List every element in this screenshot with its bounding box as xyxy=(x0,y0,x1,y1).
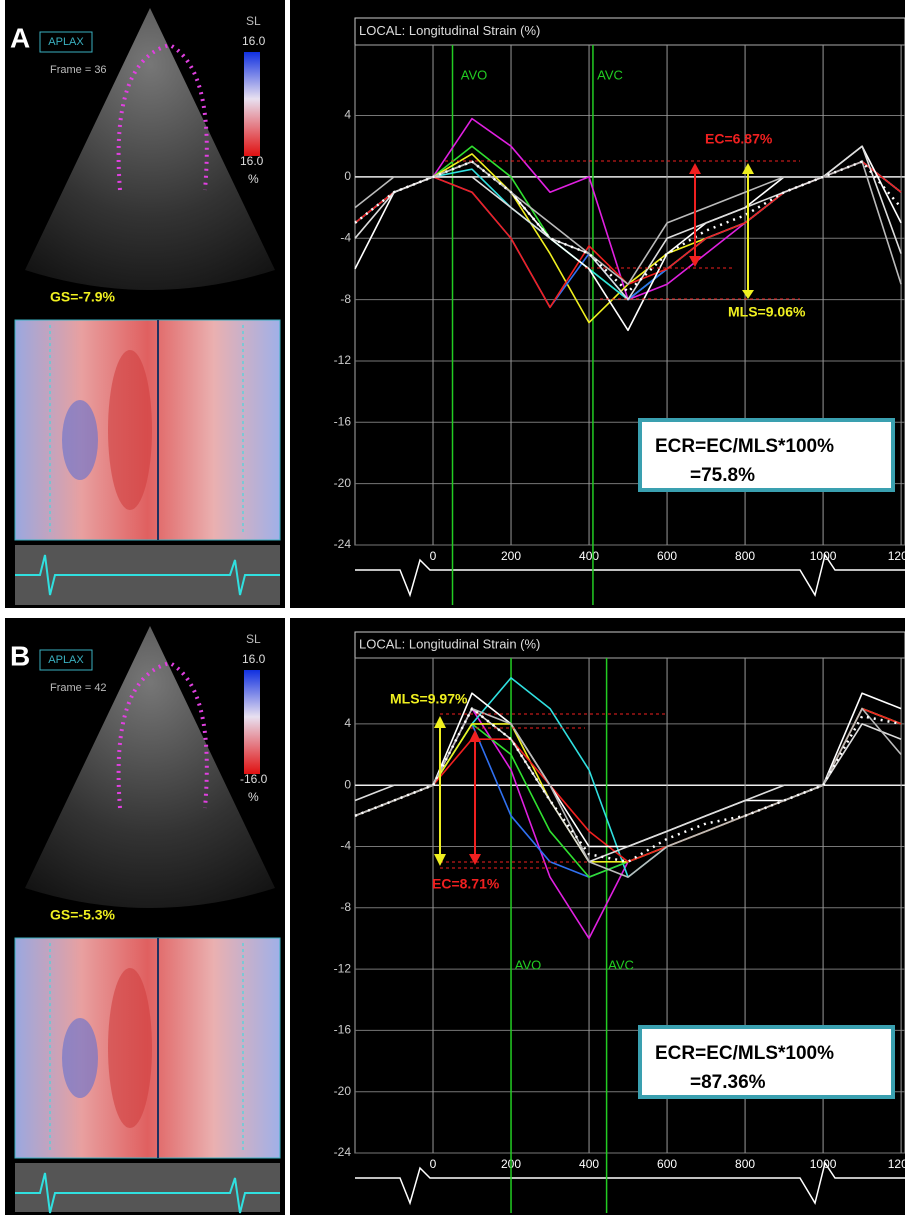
frame-label: Frame = 42 xyxy=(50,682,107,694)
chart-title: LOCAL: Longitudinal Strain (%) xyxy=(359,23,540,38)
chart-title: LOCAL: Longitudinal Strain (%) xyxy=(359,636,540,651)
y-tick-label: 4 xyxy=(344,108,351,122)
panel-label: B xyxy=(10,640,30,671)
x-tick-label: 600 xyxy=(657,549,677,563)
ecg-strip xyxy=(15,1163,280,1212)
y-tick-label: -12 xyxy=(334,961,352,975)
strain-scale xyxy=(244,670,260,774)
x-tick-label: 600 xyxy=(657,1157,677,1171)
ecr-result: =75.8% xyxy=(690,465,755,486)
y-tick-label: -8 xyxy=(340,292,351,306)
ec-label: EC=8.71% xyxy=(432,876,500,892)
view-label: APLAX xyxy=(48,654,84,666)
scale-title: SL xyxy=(246,632,261,646)
scale-max: 16.0 xyxy=(242,652,266,666)
x-tick-label: 0 xyxy=(430,549,437,563)
panel-label: A xyxy=(10,22,30,53)
y-tick-label: -16 xyxy=(334,1023,352,1037)
x-tick-label: 200 xyxy=(501,549,521,563)
y-tick-label: -20 xyxy=(334,476,352,490)
y-tick-label: -20 xyxy=(334,1084,352,1098)
x-tick-label: 1200 xyxy=(888,1157,905,1171)
y-tick-label: -12 xyxy=(334,353,352,367)
gs-label: GS=-5.3% xyxy=(50,907,116,923)
ecr-formula: ECR=EC/MLS*100% xyxy=(655,1043,834,1064)
panel: B APLAX Frame = 42 SL 16.0 -16.0% GS=-5.3% LOCA… xyxy=(5,618,905,1215)
scale-max: 16.0 xyxy=(242,34,266,48)
avc-label: AVC xyxy=(597,67,623,82)
x-tick-label: 400 xyxy=(579,549,599,563)
ecr-result: =87.36% xyxy=(690,1072,766,1093)
frame-label: Frame = 36 xyxy=(50,64,107,76)
chart-background xyxy=(290,618,905,1215)
y-tick-label: 0 xyxy=(344,169,351,183)
colormap-blob xyxy=(108,968,152,1128)
x-tick-label: 1200 xyxy=(888,549,905,563)
y-tick-label: -24 xyxy=(334,537,352,551)
x-tick-label: 800 xyxy=(735,549,755,563)
strain-scale xyxy=(244,52,260,156)
figure: A APLAX Frame = 36 SL 16.0 16.0% GS=-7.9% LOCAL… xyxy=(0,0,905,1219)
mls-label: MLS=9.97% xyxy=(390,691,468,707)
x-tick-label: 0 xyxy=(430,1157,437,1171)
x-tick-label: 400 xyxy=(579,1157,599,1171)
view-label: APLAX xyxy=(48,36,84,48)
y-tick-label: -4 xyxy=(340,230,351,244)
chart-background xyxy=(290,0,905,608)
gs-label: GS=-7.9% xyxy=(50,289,116,305)
avo-label: AVO xyxy=(515,957,542,972)
scale-unit: % xyxy=(248,790,259,804)
ec-label: EC=6.87% xyxy=(705,131,773,147)
y-tick-label: -4 xyxy=(340,839,351,853)
avo-label: AVO xyxy=(461,67,488,82)
colormap-blob xyxy=(62,400,98,480)
x-tick-label: 800 xyxy=(735,1157,755,1171)
mls-label: MLS=9.06% xyxy=(728,304,806,320)
avc-label: AVC xyxy=(608,957,634,972)
scale-title: SL xyxy=(246,14,261,28)
colormap-blob xyxy=(108,350,152,510)
y-tick-label: 0 xyxy=(344,777,351,791)
y-tick-label: -8 xyxy=(340,900,351,914)
scale-min: 16.0 xyxy=(240,154,264,168)
y-tick-label: -24 xyxy=(334,1145,352,1159)
y-tick-label: 4 xyxy=(344,716,351,730)
scale-min: -16.0 xyxy=(240,772,268,786)
colormap-blob xyxy=(62,1018,98,1098)
scale-unit: % xyxy=(248,172,259,186)
ecr-formula: ECR=EC/MLS*100% xyxy=(655,436,834,457)
y-tick-label: -16 xyxy=(334,414,352,428)
